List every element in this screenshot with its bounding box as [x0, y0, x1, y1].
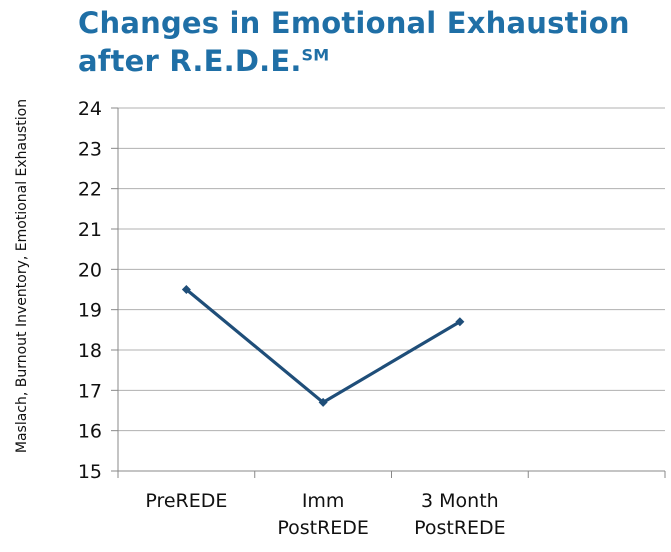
x-tick-label: 3 Month PostREDE [414, 490, 506, 539]
x-tick-labels: PreREDE Imm PostREDE 3 Month PostREDE [145, 490, 505, 539]
x-tick-label-line: PreREDE [145, 490, 227, 512]
chart-title-line-2-text: after R.E.D.E. [78, 44, 302, 78]
y-tick-label: 20 [78, 259, 102, 281]
y-tick-label: 24 [78, 98, 102, 120]
y-tick-label: 23 [78, 138, 102, 160]
x-tick-label-line: PostREDE [414, 517, 506, 539]
chart-title: Changes in Emotional Exhaustion after R.… [78, 4, 668, 80]
x-tick-label: Imm PostREDE [277, 490, 369, 539]
chart-title-line-1: Changes in Emotional Exhaustion [78, 6, 630, 40]
y-tick-label: 17 [78, 380, 102, 402]
x-tick-label-line: Imm [302, 490, 345, 512]
x-tick-label-line: 3 Month [421, 490, 499, 512]
y-tick-label: 16 [78, 421, 102, 443]
y-tick-label: 21 [78, 219, 102, 241]
y-tick-labels: 15 16 17 18 19 20 21 22 23 24 [78, 98, 102, 483]
data-point-marker [455, 317, 465, 327]
y-tick-label: 22 [78, 179, 102, 201]
chart-title-line-2: after R.E.D.E.SM [78, 42, 668, 80]
x-tick-label: PreREDE [145, 490, 227, 512]
y-tick-label: 18 [78, 340, 102, 362]
data-point-marker [318, 397, 328, 407]
y-tick-label: 15 [78, 461, 102, 483]
axes [111, 107, 666, 478]
service-mark-superscript: SM [301, 45, 330, 65]
series-line [185, 288, 461, 405]
gridlines [118, 107, 665, 472]
y-tick-label: 19 [78, 300, 102, 322]
data-point-marker [181, 285, 191, 294]
series-layer [181, 285, 465, 407]
x-tick-label-line: PostREDE [277, 517, 369, 539]
